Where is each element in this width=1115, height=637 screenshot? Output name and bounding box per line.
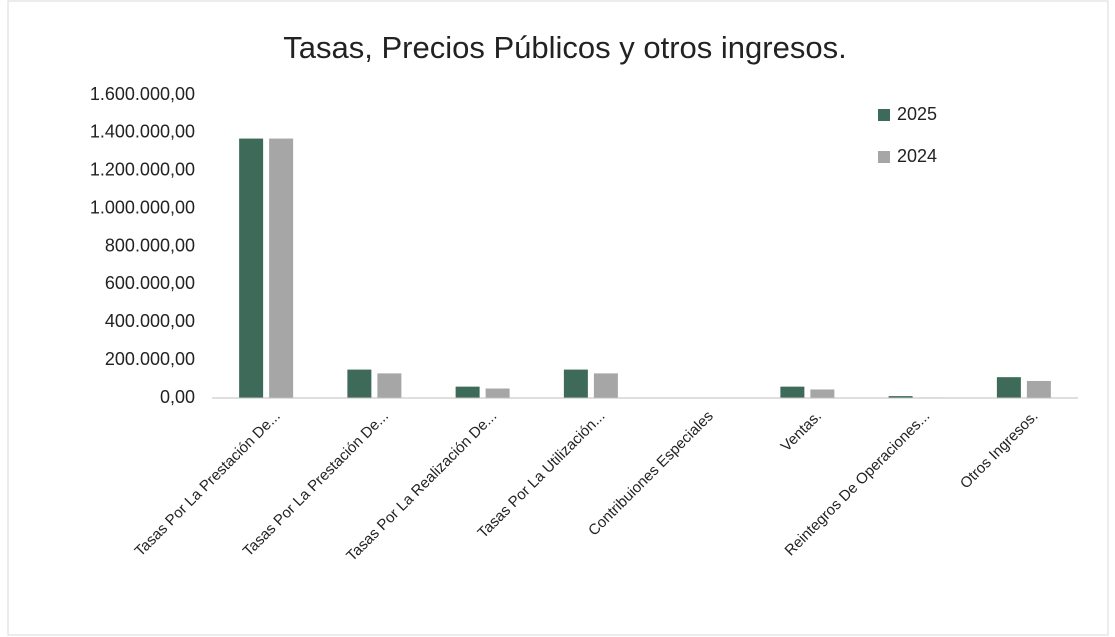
bar: [810, 389, 835, 398]
bar: [780, 386, 805, 398]
bar: [485, 388, 510, 398]
y-tick-label: 1.000.000,00: [90, 197, 195, 217]
legend-swatch: [878, 109, 890, 121]
y-tick-label: 1.400.000,00: [90, 122, 195, 142]
y-tick-label: 400.000,00: [105, 311, 195, 331]
bar: [1026, 380, 1051, 398]
bar: [563, 369, 588, 398]
bar: [347, 369, 372, 398]
chart-frame: [7, 0, 1109, 636]
chart-title: Tasas, Precios Públicos y otros ingresos…: [283, 30, 846, 65]
y-tick-label: 600.000,00: [105, 273, 195, 293]
y-tick-label: 1.200.000,00: [90, 160, 195, 180]
bar: [593, 373, 618, 398]
bar: [888, 396, 913, 398]
bar: [455, 386, 480, 398]
y-tick-label: 0,00: [160, 387, 195, 407]
bar: [239, 138, 264, 398]
bar: [996, 377, 1021, 398]
legend-label: 2025: [897, 104, 937, 124]
bar: [269, 138, 294, 398]
legend-label: 2024: [897, 146, 937, 166]
y-tick-label: 1.600.000,00: [90, 84, 195, 104]
y-tick-label: 200.000,00: [105, 349, 195, 369]
bar: [377, 373, 402, 398]
y-tick-label: 800.000,00: [105, 235, 195, 255]
legend-swatch: [878, 151, 890, 163]
